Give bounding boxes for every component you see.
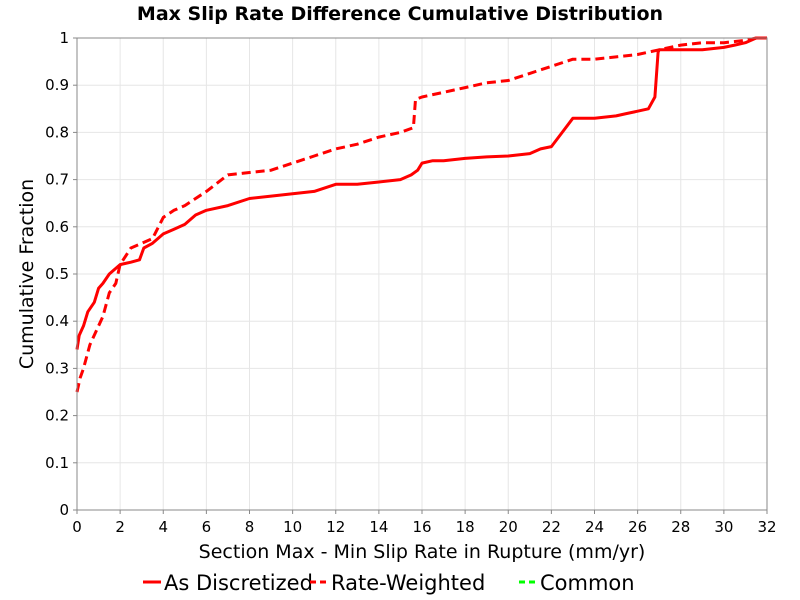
x-tick-label: 22 xyxy=(542,518,561,536)
x-tick-label: 10 xyxy=(283,518,302,536)
y-tick-label: 0.7 xyxy=(45,171,69,189)
legend-label: Rate-Weighted xyxy=(331,571,485,595)
x-tick-label: 12 xyxy=(326,518,345,536)
x-tick-label: 26 xyxy=(628,518,647,536)
y-tick-label: 0 xyxy=(59,501,69,519)
y-axis: 0 0.1 0.2 0.3 0.4 0.5 0.6 0.7 0.8 0.9 1 xyxy=(45,29,77,519)
x-tick-label: 28 xyxy=(671,518,690,536)
y-tick-label: 0.2 xyxy=(45,407,69,425)
x-tick-label: 20 xyxy=(499,518,518,536)
x-tick-label: 6 xyxy=(202,518,212,536)
x-tick-label: 2 xyxy=(115,518,125,536)
x-tick-label: 0 xyxy=(72,518,82,536)
x-axis-label: Section Max - Min Slip Rate in Rupture (… xyxy=(199,541,646,563)
legend-label: As Discretized xyxy=(164,571,313,595)
y-tick-label: 0.8 xyxy=(45,123,69,141)
x-axis: 0 2 4 6 8 10 12 14 16 18 20 22 24 26 28 30 32 xyxy=(72,510,777,536)
y-axis-label: Cumulative Fraction xyxy=(16,179,38,369)
legend: As Discretized Rate-Weighted Common xyxy=(143,571,635,595)
x-tick-label: 18 xyxy=(456,518,475,536)
y-tick-label: 0.4 xyxy=(45,312,69,330)
y-tick-label: 0.9 xyxy=(45,76,69,94)
x-tick-label: 32 xyxy=(757,518,776,536)
series-layer xyxy=(75,36,767,393)
y-tick-label: 0.5 xyxy=(45,265,69,283)
grid xyxy=(76,37,768,511)
series-line-rate-weighted xyxy=(75,36,767,393)
x-tick-label: 4 xyxy=(158,518,168,536)
legend-label: Common xyxy=(540,571,635,595)
x-tick-label: 30 xyxy=(714,518,733,536)
y-tick-label: 0.1 xyxy=(45,454,69,472)
y-tick-label: 1 xyxy=(59,29,69,47)
chart-title: Max Slip Rate Difference Cumulative Dist… xyxy=(137,3,663,25)
series-line-as-discretized xyxy=(75,36,767,350)
x-tick-label: 16 xyxy=(412,518,431,536)
y-tick-label: 0.3 xyxy=(45,359,69,377)
x-tick-label: 24 xyxy=(585,518,604,536)
x-tick-label: 8 xyxy=(245,518,255,536)
y-tick-label: 0.6 xyxy=(45,218,69,236)
x-tick-label: 14 xyxy=(369,518,388,536)
